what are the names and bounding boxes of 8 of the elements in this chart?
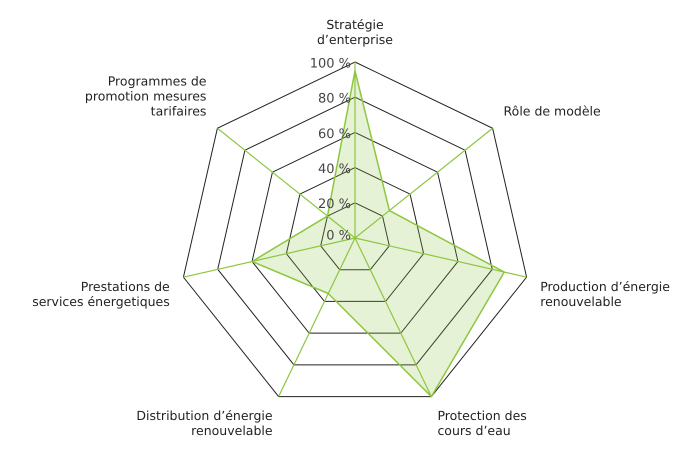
y-tick-label: 0 %	[326, 228, 351, 244]
spoke-label: Stratégie d’enterprise	[316, 16, 394, 47]
spoke-label: Prestations de services énergetiques	[32, 279, 170, 310]
spoke-label: Distribution d’énergie renouvelable	[136, 408, 273, 438]
spoke-label: Production d’énergie renouvelable	[540, 279, 670, 310]
spoke-label: Rôle de modèle	[504, 103, 601, 118]
spoke-label: Protection des cours d’eau	[437, 408, 527, 438]
spoke-label: Programmes de promotion mesures tarifaires	[84, 73, 207, 118]
